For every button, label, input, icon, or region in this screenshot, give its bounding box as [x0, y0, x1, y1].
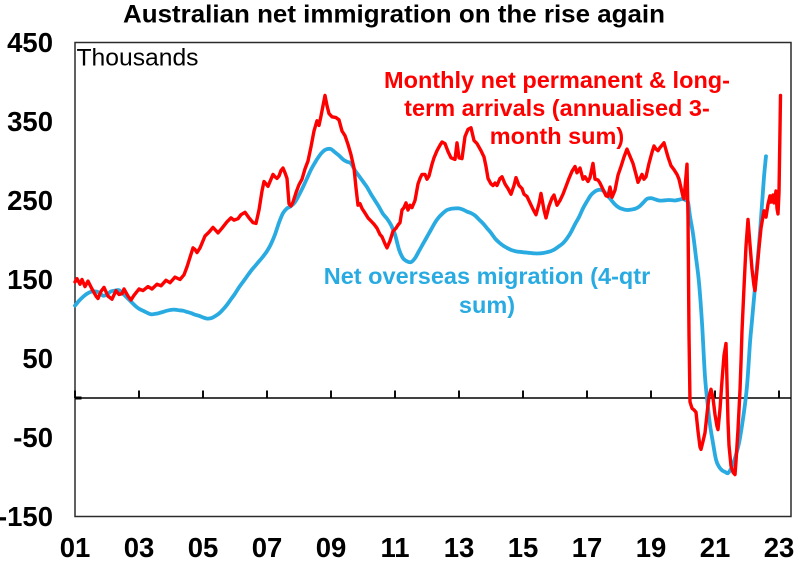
svg-text:Monthly net permanent & long-: Monthly net permanent & long-	[384, 67, 730, 93]
svg-text:05: 05	[188, 532, 219, 563]
svg-text:Net overseas migration (4-qtr: Net overseas migration (4-qtr	[324, 263, 650, 289]
svg-text:250: 250	[7, 185, 53, 216]
svg-text:19: 19	[636, 532, 667, 563]
svg-text:term arrivals (annualised 3-: term arrivals (annualised 3-	[404, 95, 710, 121]
svg-text:07: 07	[252, 532, 283, 563]
svg-text:09: 09	[316, 532, 347, 563]
svg-text:21: 21	[700, 532, 731, 563]
svg-text:350: 350	[7, 106, 53, 137]
svg-text:17: 17	[572, 532, 603, 563]
svg-text:sum): sum)	[459, 292, 515, 318]
svg-text:01: 01	[60, 532, 91, 563]
svg-text:13: 13	[444, 532, 475, 563]
svg-text:23: 23	[764, 532, 795, 563]
svg-text:Australian net immigration on: Australian net immigration on the rise a…	[123, 1, 665, 29]
svg-text:450: 450	[7, 27, 53, 58]
svg-text:-50: -50	[13, 422, 53, 453]
svg-text:-150: -150	[0, 501, 53, 532]
svg-text:Thousands: Thousands	[77, 45, 199, 72]
svg-text:150: 150	[7, 264, 53, 295]
svg-text:month sum): month sum)	[490, 123, 624, 149]
svg-text:03: 03	[124, 532, 155, 563]
svg-text:15: 15	[508, 532, 539, 563]
svg-text:50: 50	[22, 343, 53, 374]
svg-text:11: 11	[380, 532, 409, 563]
